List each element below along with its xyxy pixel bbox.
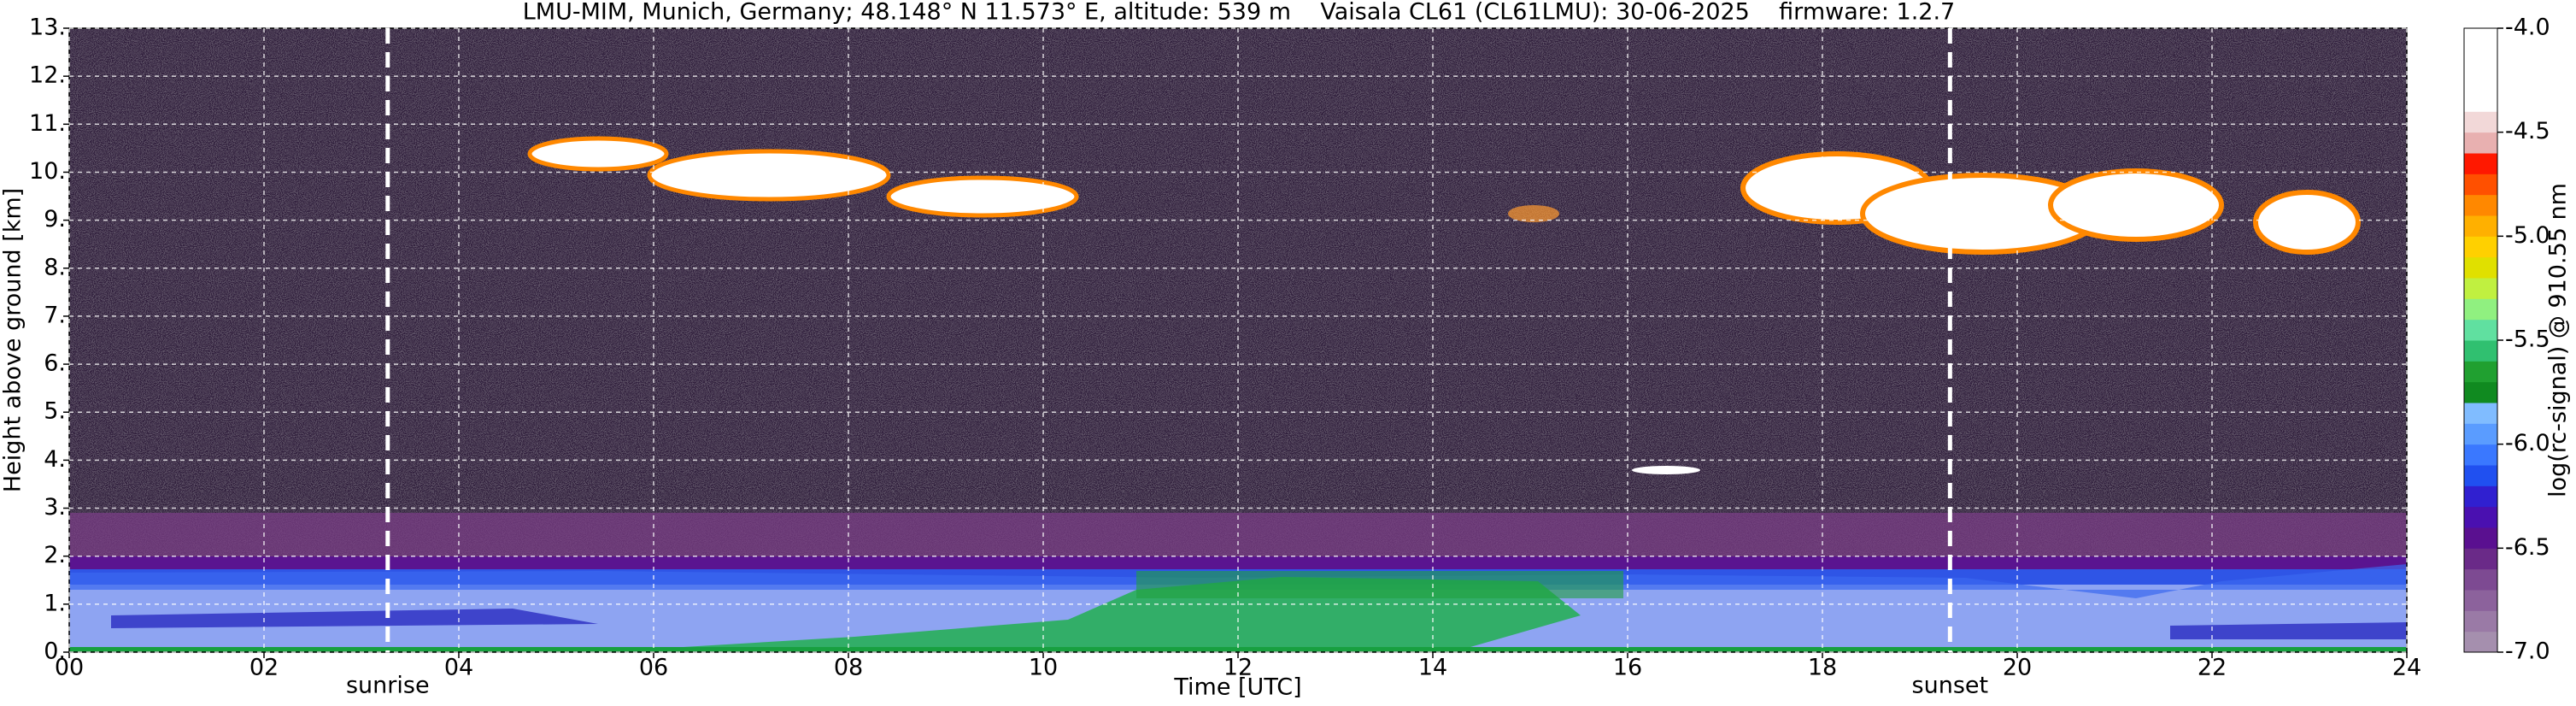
x-tick-label: 20 [2003, 655, 2032, 681]
x-tick-label: 04 [444, 655, 473, 681]
colorbar-segment [2464, 153, 2497, 174]
colorbar-segment [2464, 319, 2497, 341]
colorbar-segment [2464, 298, 2497, 321]
colorbar-segment [2464, 132, 2497, 154]
x-tick-label: 00 [55, 655, 84, 681]
colorbar-segment [2464, 215, 2497, 237]
colorbar-segment [2464, 194, 2497, 216]
colorbar-tick-label: -6.5 [2505, 534, 2550, 561]
y-tick-label: 7. [44, 302, 66, 328]
y-tick-label: 0. [44, 638, 66, 665]
y-tick-label: 10. [29, 158, 66, 185]
colorbar-tick-label: -6.0 [2505, 430, 2550, 456]
colorbar-segment [2464, 506, 2497, 528]
y-tick-label: 1. [44, 590, 66, 616]
x-tick-label: 08 [834, 655, 863, 681]
colorbar-segment [2464, 361, 2497, 383]
y-tick-label: 5. [44, 398, 66, 425]
colorbar-segment [2464, 485, 2497, 508]
y-tick-label: 13. [29, 15, 66, 41]
colorbar-segment [2464, 403, 2497, 424]
colorbar-segment [2464, 111, 2497, 133]
colorbar-segment [2464, 548, 2497, 570]
colorbar-segment [2464, 49, 2497, 71]
colorbar-label: log(rc-signal) @ 910.55 nm [2545, 183, 2572, 497]
y-tick-label: 9. [44, 206, 66, 232]
colorbar-segment [2464, 444, 2497, 466]
colorbar-segment [2464, 28, 2497, 50]
y-tick-label: 2. [44, 542, 66, 568]
event-label: sunset [1912, 673, 1989, 699]
colorbar-segment [2464, 256, 2497, 279]
colorbar-segment [2464, 527, 2497, 549]
y-tick-label: 12. [29, 62, 66, 89]
colorbar-segment [2464, 91, 2497, 112]
colorbar-segment [2464, 423, 2497, 445]
colorbar-segment [2464, 69, 2497, 91]
x-axis-label: Time [UTC] [1173, 674, 1301, 701]
x-tick-label: 14 [1418, 655, 1447, 681]
colorbar-segment [2464, 631, 2497, 653]
y-tick-label: 8. [44, 254, 66, 280]
x-tick-label: 06 [639, 655, 668, 681]
x-tick-label: 12 [1223, 655, 1253, 681]
colorbar-segment [2464, 590, 2497, 611]
x-tick-label: 22 [2198, 655, 2227, 681]
colorbar-segment [2464, 381, 2497, 403]
y-tick-label: 3. [44, 494, 66, 521]
colorbar-segment [2464, 236, 2497, 258]
colorbar-segment [2464, 278, 2497, 299]
colorbar-segment [2464, 465, 2497, 486]
colorbar-tick-label: -4.5 [2505, 118, 2550, 144]
y-axis-label: Height above ground [km] [0, 188, 26, 492]
x-tick-label: 16 [1613, 655, 1642, 681]
colorbar-tick-label: -4.0 [2505, 15, 2550, 41]
y-tick-label: 4. [44, 446, 66, 473]
x-tick-label: 02 [249, 655, 279, 681]
x-tick-label: 10 [1029, 655, 1058, 681]
colorbar-tick-label: -5.5 [2505, 327, 2550, 353]
colorbar-tick-label: -7.0 [2505, 638, 2550, 665]
colorbar-segment [2464, 174, 2497, 196]
event-label: sunrise [346, 673, 430, 699]
colorbar-segment [2464, 340, 2497, 362]
y-tick-label: 11. [29, 110, 66, 137]
chart-title: LMU-MIM, Munich, Germany; 48.148° N 11.5… [523, 0, 1956, 26]
x-tick-label: 18 [1808, 655, 1837, 681]
x-tick-label: 24 [2392, 655, 2421, 681]
colorbar-tick-label: -5.0 [2505, 222, 2550, 249]
colorbar-segment [2464, 610, 2497, 632]
colorbar-segment [2464, 568, 2497, 591]
y-tick-label: 6. [44, 350, 66, 377]
